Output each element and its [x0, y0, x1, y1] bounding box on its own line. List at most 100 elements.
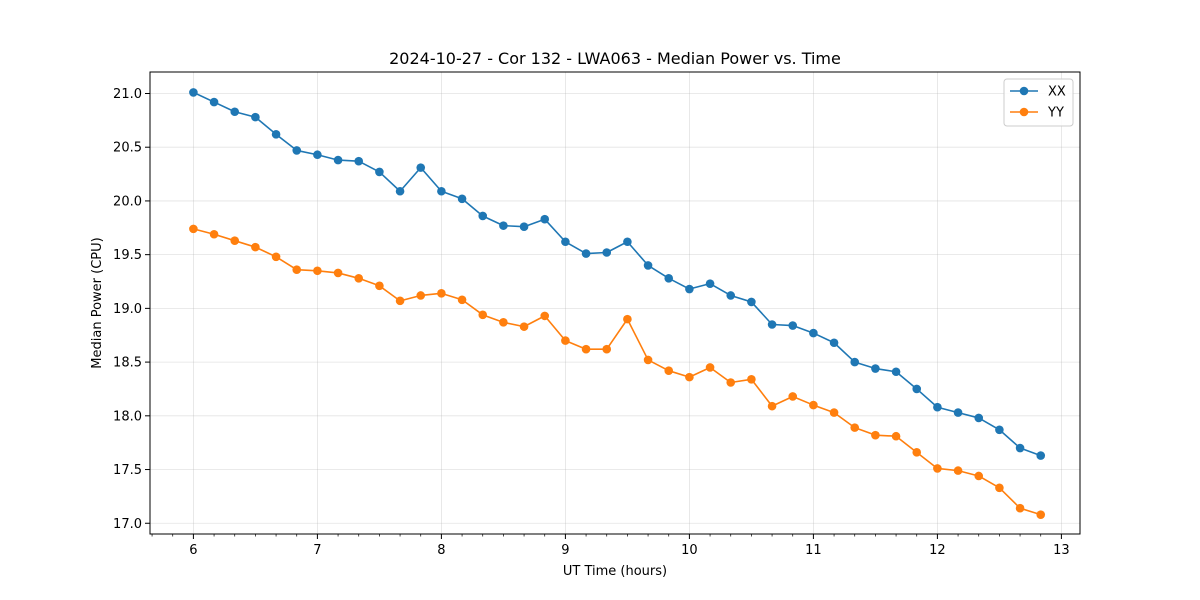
data-point-yy [271, 252, 281, 262]
data-point-xx [230, 107, 240, 117]
data-point-xx [375, 167, 384, 177]
data-point-xx [809, 328, 818, 338]
data-point-xx [995, 425, 1004, 435]
data-point-xx [292, 146, 302, 155]
data-point-yy [623, 314, 632, 324]
data-point-xx [581, 249, 591, 258]
y-axis: 17.0 17.5 18.0 18.5 19.0 19.5 20.0 20.5 21.0 [113, 87, 150, 532]
data-point-xx [643, 261, 653, 270]
y-tick-label: 20.0 [113, 194, 142, 209]
plot-frame [149, 71, 1081, 535]
data-point-yy [891, 431, 901, 441]
data-point-xx [457, 194, 467, 204]
data-point-xx [974, 413, 984, 423]
data-point-yy [581, 344, 591, 354]
data-point-yy [829, 408, 839, 417]
data-point-yy [251, 242, 260, 252]
x-tick-label: 13 [1053, 543, 1070, 558]
data-point-xx [189, 88, 198, 97]
series-layer [189, 88, 1046, 519]
data-point-xx [313, 150, 322, 160]
data-point-yy [664, 366, 674, 375]
data-point-xx [788, 321, 798, 330]
data-point-yy [747, 374, 756, 384]
data-point-yy [457, 295, 467, 305]
y-tick-label: 17.5 [113, 463, 142, 478]
plot-area: 6 7 8 9 10 11 12 13 17.0 17.5 18.0 18.5 19.0 19.5 20.… [113, 71, 1081, 558]
y-tick-label: 21.0 [113, 87, 142, 102]
y-tick-label: 17.0 [113, 517, 142, 532]
data-point-yy [354, 273, 364, 283]
x-axis: 6 7 8 9 10 11 12 13 [151, 534, 1070, 558]
data-point-yy [685, 372, 694, 382]
legend: XX YY [1003, 78, 1074, 127]
x-tick-label: 10 [681, 543, 698, 558]
data-point-yy [437, 289, 446, 298]
data-point-xx [1015, 443, 1025, 453]
data-point-xx [623, 237, 632, 247]
data-point-xx [209, 97, 219, 107]
data-point-yy [1036, 510, 1046, 519]
data-point-yy [313, 266, 322, 276]
data-point-yy [788, 392, 798, 401]
data-point-yy [912, 448, 922, 457]
data-point-yy [230, 236, 240, 245]
legend-marker-yy [1019, 107, 1029, 117]
x-tick-label: 9 [561, 543, 569, 558]
data-point-yy [1015, 503, 1025, 513]
data-point-yy [767, 401, 777, 411]
legend-label-xx: XX [1048, 85, 1066, 100]
data-point-xx [705, 279, 715, 288]
data-point-yy [292, 265, 302, 274]
data-point-yy [995, 483, 1004, 493]
data-point-xx [664, 273, 674, 283]
data-point-yy [189, 224, 198, 234]
data-point-yy [726, 378, 736, 387]
data-point-xx [850, 357, 860, 367]
data-point-yy [953, 466, 963, 475]
data-point-xx [499, 221, 508, 230]
x-tick-label: 8 [437, 543, 445, 558]
legend-marker-xx [1019, 86, 1029, 96]
data-point-yy [416, 291, 426, 300]
data-point-xx [271, 130, 281, 139]
data-point-xx [912, 384, 922, 394]
data-point-xx [602, 248, 612, 257]
data-point-xx [416, 163, 426, 172]
data-point-xx [478, 211, 488, 221]
data-point-xx [685, 284, 694, 294]
data-point-yy [333, 268, 343, 278]
data-point-xx [871, 364, 880, 373]
data-point-yy [809, 400, 818, 410]
chart-title: 2024-10-27 - Cor 132 - LWA063 - Median P… [389, 49, 841, 68]
y-tick-label: 18.5 [113, 356, 142, 371]
data-point-yy [933, 464, 942, 473]
data-point-xx [829, 338, 839, 348]
data-point-yy [602, 344, 612, 354]
data-point-yy [499, 318, 508, 327]
data-point-xx [395, 186, 405, 196]
x-tick-label: 7 [313, 543, 321, 558]
data-point-yy [561, 336, 570, 345]
data-point-xx [767, 320, 777, 329]
data-point-yy [974, 471, 984, 481]
y-tick-label: 19.5 [113, 248, 142, 263]
x-tick-label: 11 [805, 543, 822, 558]
data-point-xx [891, 367, 901, 377]
data-point-xx [333, 155, 343, 165]
x-tick-label: 12 [929, 543, 946, 558]
data-point-xx [251, 112, 260, 122]
data-point-yy [540, 311, 550, 321]
data-point-xx [747, 297, 756, 307]
data-point-yy [871, 430, 880, 440]
y-tick-label: 18.0 [113, 409, 142, 424]
data-point-yy [395, 296, 405, 306]
plot-background [150, 72, 1080, 534]
x-tick-label: 6 [189, 543, 197, 558]
grid [150, 72, 1080, 534]
legend-label-yy: YY [1047, 106, 1064, 121]
y-tick-label: 19.0 [113, 302, 142, 317]
data-point-xx [1036, 451, 1046, 460]
data-point-yy [209, 229, 219, 239]
